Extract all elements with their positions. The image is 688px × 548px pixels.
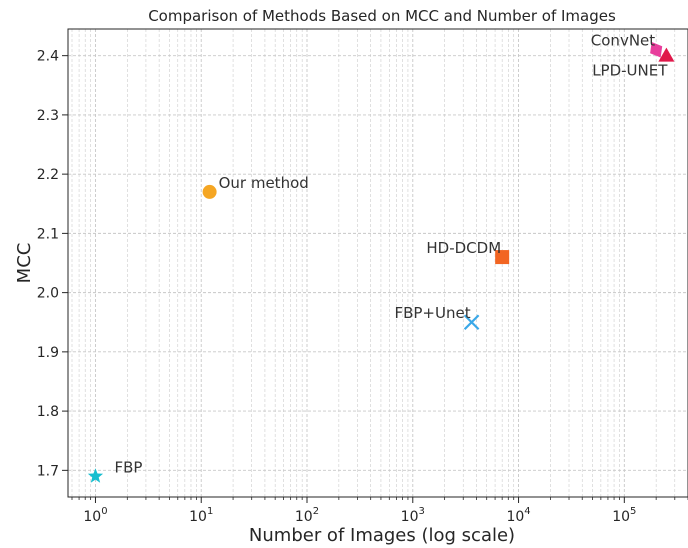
y-axis-title: MCC [14,243,35,284]
point-fbp [87,468,104,483]
point-label-hd-dcdm: HD-DCDM [426,239,501,257]
x-tick-label: 105 [612,506,636,525]
x-tick-label: 102 [295,506,319,525]
point-label-fbp: FBP [114,458,142,476]
y-tick-label: 1.8 [37,404,59,420]
x-tick-label: 104 [506,506,530,525]
y-tick-label: 2.2 [37,167,59,183]
y-tick-label: 1.7 [37,463,59,479]
chart-title: Comparison of Methods Based on MCC and N… [148,7,616,25]
x-tick-label: 100 [83,506,107,525]
point-label-lpd-unet: LPD-UNET [592,62,668,80]
point-our-method [202,184,217,199]
point-fbp-unet [463,314,480,331]
y-tick-label: 2.1 [37,226,59,242]
point-label-convnet: ConvNet [591,32,655,50]
point-lpd-unet [658,47,675,62]
x-tick-label: 103 [401,506,425,525]
point-label-our-method: Our method [219,174,309,192]
y-tick-label: 2.3 [37,108,59,124]
y-tick-label: 1.9 [37,345,59,361]
y-tick-label: 2.0 [37,286,59,302]
plot-frame [67,28,688,498]
point-label-fbp-unet: FBP+Unet [394,304,470,322]
y-tick-label: 2.4 [37,49,59,65]
point-convnet [650,41,663,58]
point-hd-dcdm [495,250,510,265]
x-tick-label: 101 [189,506,213,525]
x-axis-title: Number of Images (log scale) [249,525,515,546]
